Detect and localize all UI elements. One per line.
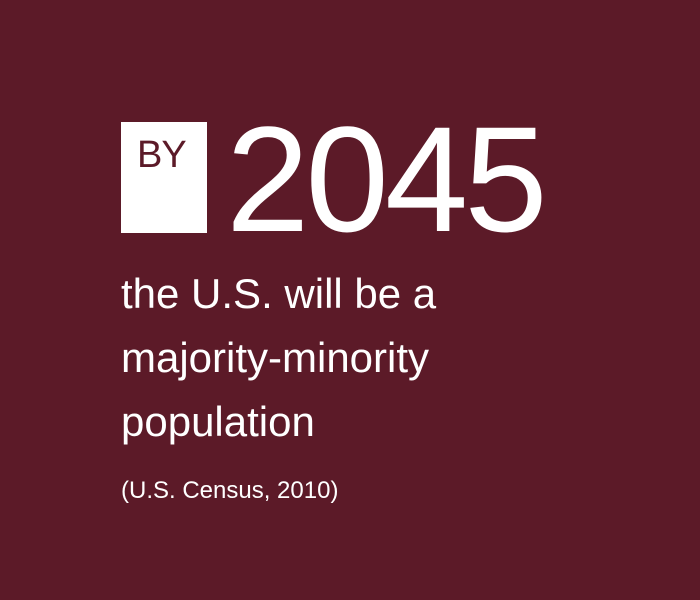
statement-line-3: population bbox=[121, 398, 315, 445]
statement: the U.S. will be a majority-minority pop… bbox=[121, 262, 436, 454]
headline-year: 2045 bbox=[226, 95, 548, 263]
statement-line-2: majority-minority bbox=[121, 334, 430, 381]
statement-line-1: the U.S. will be a bbox=[121, 270, 437, 317]
by-badge: BY bbox=[121, 122, 207, 233]
by-label: BY bbox=[137, 134, 187, 176]
source-citation: (U.S. Census, 2010) bbox=[121, 477, 339, 504]
